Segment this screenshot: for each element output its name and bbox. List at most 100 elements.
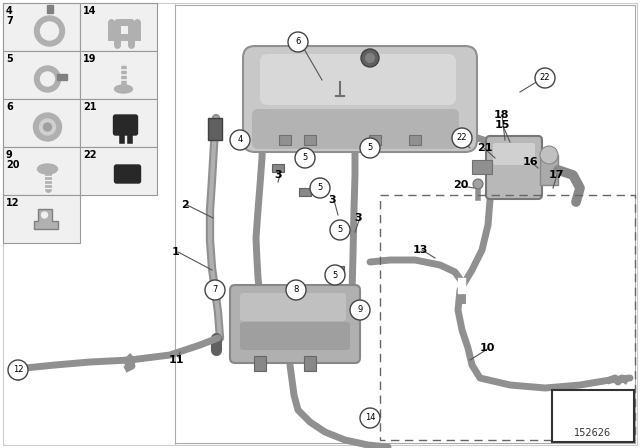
Text: 3: 3 [328,195,336,205]
Bar [304,356,316,371]
Bar [472,160,492,174]
Text: 3: 3 [354,213,362,223]
Ellipse shape [115,85,132,93]
Circle shape [365,53,375,63]
Ellipse shape [38,164,58,174]
Text: 22: 22 [457,134,467,142]
Circle shape [205,280,225,300]
Bar [362,146,374,154]
Circle shape [40,22,58,40]
Text: 5: 5 [6,54,13,64]
Circle shape [44,123,51,131]
Bar [332,224,344,232]
Bar [279,135,291,145]
Text: 12: 12 [6,198,19,208]
Circle shape [310,178,330,198]
Text: 13: 13 [412,245,428,255]
Circle shape [8,360,28,380]
Text: 2: 2 [181,200,189,210]
Bar [552,390,634,442]
FancyBboxPatch shape [486,136,542,199]
FancyBboxPatch shape [240,293,346,321]
Text: 6: 6 [6,102,13,112]
Text: 16: 16 [522,157,538,167]
Text: 7: 7 [212,285,218,294]
Circle shape [35,66,61,92]
Circle shape [360,138,380,158]
Text: 22: 22 [540,73,550,82]
Circle shape [33,113,61,141]
Polygon shape [33,209,58,229]
FancyBboxPatch shape [115,165,141,183]
Circle shape [11,366,25,380]
Text: 1: 1 [172,247,180,257]
Circle shape [40,72,54,86]
Text: 19: 19 [83,54,97,64]
FancyBboxPatch shape [243,46,477,152]
Text: 4: 4 [237,135,243,145]
Text: 5: 5 [337,225,342,234]
Circle shape [325,265,345,285]
FancyBboxPatch shape [113,115,138,135]
Text: 14: 14 [365,414,375,422]
Text: 6: 6 [295,38,301,47]
Text: 5: 5 [367,143,372,152]
Bar [80,3,157,51]
Text: 9: 9 [357,306,363,314]
Bar [3,147,80,195]
Circle shape [360,408,380,428]
Text: 10: 10 [479,343,495,353]
Bar [254,356,266,371]
Bar [3,99,80,147]
Text: 9: 9 [6,150,13,160]
Bar [47,5,52,13]
Circle shape [288,32,308,52]
FancyBboxPatch shape [230,285,360,363]
FancyBboxPatch shape [260,54,456,105]
Bar [272,164,284,172]
Circle shape [286,280,306,300]
Bar [80,99,157,147]
Text: 5: 5 [332,271,338,280]
Bar [304,135,316,145]
Text: 5: 5 [317,184,323,193]
Text: 22: 22 [83,150,97,160]
Bar [175,3,637,445]
Circle shape [330,220,350,240]
Text: 17: 17 [548,170,564,180]
FancyBboxPatch shape [240,322,350,350]
Text: 5: 5 [302,154,308,163]
Text: 20: 20 [453,180,468,190]
Text: 3: 3 [274,170,282,180]
Text: 15: 15 [494,120,509,130]
Text: 21: 21 [83,102,97,112]
Bar [3,51,80,99]
Bar [380,195,635,440]
Circle shape [42,212,47,218]
Text: 4: 4 [6,6,13,16]
Circle shape [540,146,558,164]
Bar [3,3,80,51]
Bar [369,135,381,145]
Bar [3,195,80,243]
Text: 18: 18 [493,110,509,120]
Circle shape [473,179,483,189]
FancyBboxPatch shape [252,109,459,149]
Text: 8: 8 [293,285,299,294]
Text: 152626: 152626 [575,428,612,438]
Circle shape [350,300,370,320]
Bar [208,118,222,140]
Bar [299,188,311,196]
Bar [80,51,157,99]
Text: 7: 7 [6,16,13,26]
Text: 11: 11 [168,355,184,365]
Circle shape [35,16,65,46]
Circle shape [295,148,315,168]
Text: 21: 21 [477,143,493,153]
Circle shape [452,128,472,148]
Bar [332,266,344,274]
Bar [80,147,157,195]
Circle shape [230,130,250,150]
Bar [409,135,421,145]
FancyBboxPatch shape [493,143,535,165]
